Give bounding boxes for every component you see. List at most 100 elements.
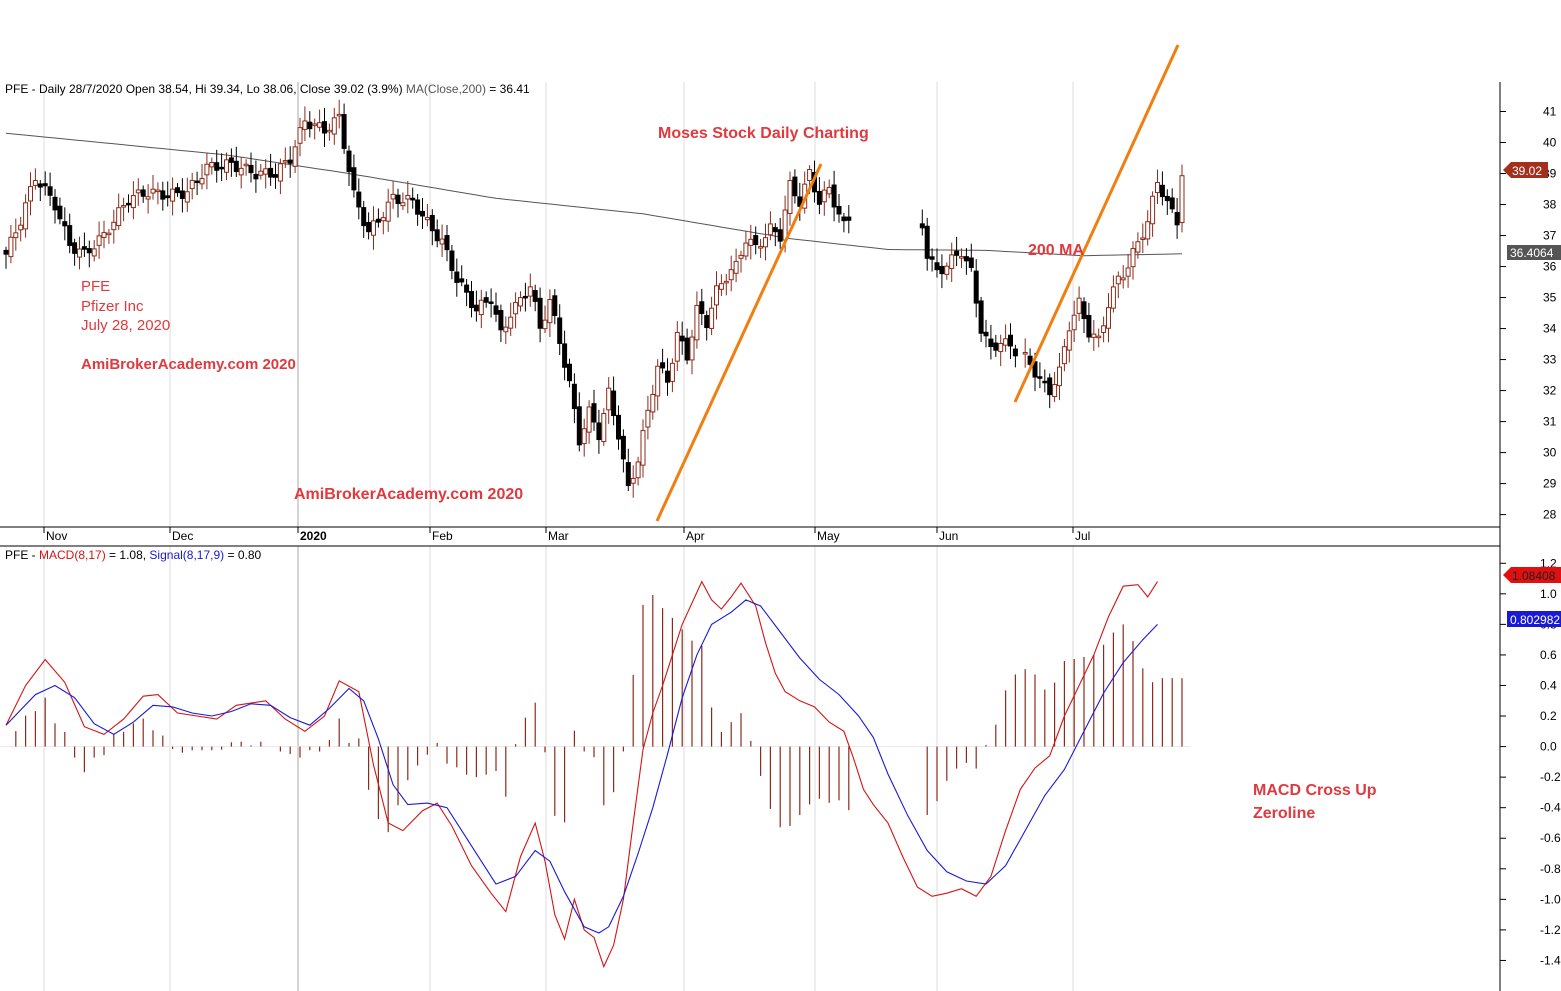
candle-body: [616, 414, 621, 440]
candle-body: [160, 190, 166, 200]
site-label-bottom: AmiBrokerAcademy.com 2020: [294, 486, 523, 503]
x-tick-label: Dec: [172, 529, 193, 543]
candle-body: [547, 299, 553, 324]
trendline-july: [1013, 44, 1180, 403]
macd-value-tag-text: 1.08408: [1512, 569, 1556, 583]
candle-body: [493, 305, 499, 315]
candle-body: [944, 265, 950, 275]
price-gridlines: [43, 82, 1074, 527]
candle-body: [718, 283, 724, 290]
candle-body: [581, 428, 587, 445]
candle-body: [586, 406, 592, 433]
candle-body: [841, 216, 847, 222]
candle-body: [949, 254, 955, 269]
candle-body: [1169, 197, 1175, 210]
candle-body: [1022, 352, 1028, 355]
candle-body: [934, 262, 940, 271]
price-y-tick-label: 35: [1543, 291, 1557, 305]
candle-body: [846, 216, 852, 221]
price-header-ma-value: = 36.41: [489, 82, 530, 96]
macd-header: PFE - MACD(8,17) = 1.08, Signal(8,17,9) …: [5, 548, 262, 562]
macd-y-tick-label: 0.2: [1540, 709, 1557, 723]
candle-body: [763, 237, 768, 248]
candle-body: [562, 343, 568, 368]
candle-body: [1125, 267, 1131, 277]
candle-body: [1071, 314, 1077, 331]
candle-body: [665, 370, 670, 383]
price-y-tick-label: 31: [1543, 415, 1557, 429]
candle-body: [1115, 275, 1121, 285]
candle-body: [816, 190, 822, 205]
candle-body: [179, 190, 185, 199]
candle-body: [81, 246, 87, 250]
signal-line: [5, 599, 1158, 934]
price-y-tick-label: 32: [1543, 384, 1557, 398]
macd-y-tick-label: -0.8: [1540, 862, 1561, 876]
candlestick-series: [3, 99, 1185, 498]
candle-body: [346, 150, 352, 172]
candle-body: [963, 256, 969, 262]
candle-body: [400, 202, 406, 207]
candle-body: [777, 229, 783, 242]
candle-body: [723, 280, 729, 284]
candle-body: [1159, 184, 1165, 198]
candle-body: [150, 188, 156, 194]
candle-body: [620, 435, 626, 460]
candle-body: [322, 121, 327, 134]
candle-body: [140, 189, 146, 197]
signal-value-tag-text: 0.802982: [1510, 613, 1560, 627]
candle-body: [640, 430, 646, 466]
candle-body: [1042, 380, 1048, 384]
macd-line: [5, 580, 1158, 969]
candle-body: [1076, 297, 1082, 314]
candle-body: [709, 307, 715, 329]
candle-body: [170, 188, 176, 202]
candle-body: [567, 363, 572, 382]
candle-body: [395, 194, 401, 205]
candle-body: [47, 186, 53, 196]
candle-body: [165, 195, 171, 199]
macd-annotation-line2: Zeroline: [1253, 805, 1315, 822]
candle-body: [635, 461, 641, 479]
candle-body: [52, 196, 58, 211]
candle-body: [130, 195, 136, 209]
candle-body: [268, 167, 274, 178]
x-tick-label: Jun: [939, 529, 958, 543]
macd-value-tag: 1.08408: [1503, 567, 1561, 583]
candle-body: [258, 170, 264, 176]
candle-body: [606, 387, 612, 411]
candle-body: [366, 221, 372, 233]
candle-body: [714, 285, 719, 306]
candle-body: [1008, 334, 1013, 347]
candle-body: [189, 179, 195, 190]
candle-body: [96, 235, 102, 246]
candle-body: [772, 227, 778, 233]
candle-body: [326, 129, 332, 133]
candle-body: [513, 302, 519, 315]
candle-body: [645, 409, 651, 428]
x-tick-label: May: [817, 529, 840, 543]
candle-body: [1140, 237, 1146, 240]
macd-series: [5, 580, 1158, 969]
candle-body: [449, 250, 455, 271]
candle-body: [126, 202, 131, 206]
candle-body: [434, 229, 440, 242]
ticker-label: PFE: [81, 278, 110, 295]
candle-body: [699, 301, 705, 314]
macd-y-tick-label: 1.2: [1540, 556, 1557, 570]
candle-body: [1012, 348, 1018, 357]
macd-y-tick-label: -1.0: [1540, 892, 1561, 906]
candle-body: [77, 248, 82, 258]
candle-body: [1057, 366, 1062, 387]
candle-body: [753, 235, 759, 246]
candle-body: [498, 310, 504, 331]
macd-y-tick-label: -0.4: [1540, 801, 1561, 815]
macd-y-tick-label: -1.4: [1540, 953, 1561, 967]
candle-body: [253, 173, 259, 180]
candle-body: [1101, 325, 1107, 333]
macd-y-tick-label: -1.2: [1540, 923, 1561, 937]
macd-header-signal-label: Signal(8,17,9): [149, 548, 224, 562]
candle-body: [277, 163, 283, 182]
candle-body: [508, 316, 514, 329]
